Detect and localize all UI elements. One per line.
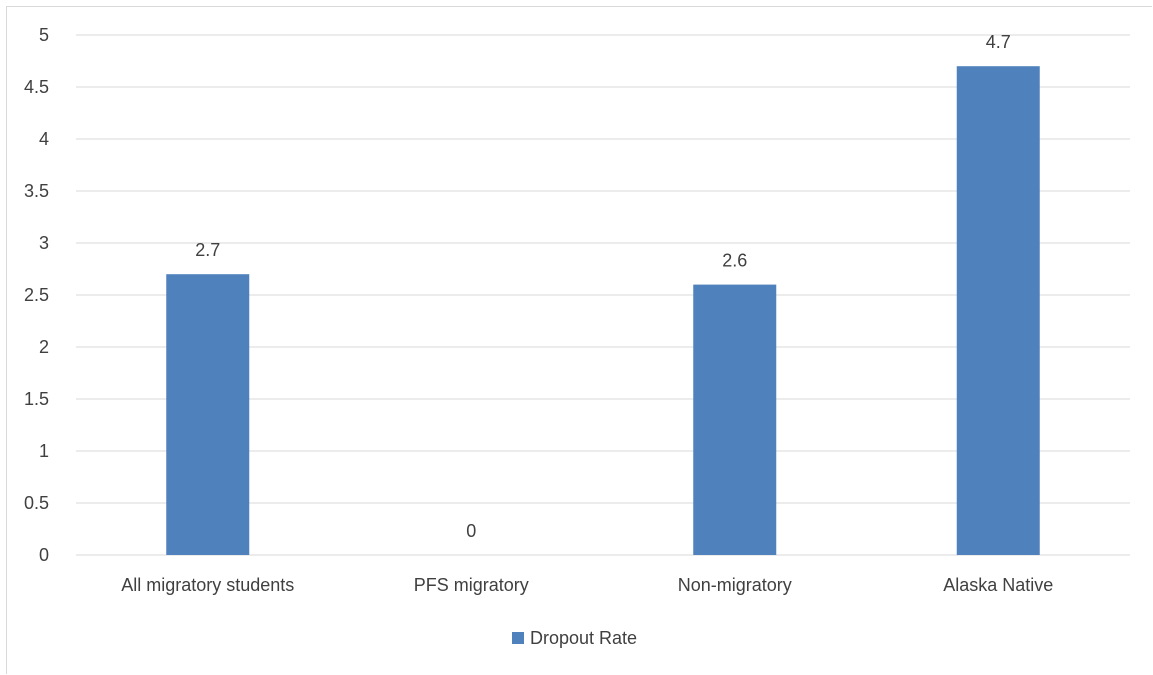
data-label: 4.7 <box>986 32 1011 52</box>
chart-frame <box>6 6 1152 674</box>
legend-label: Dropout Rate <box>530 628 637 648</box>
legend: Dropout Rate <box>512 628 637 648</box>
x-tick-label: Alaska Native <box>943 575 1053 595</box>
y-tick-label: 5 <box>39 25 49 45</box>
bar <box>956 66 1040 555</box>
y-tick-label: 2.5 <box>24 285 49 305</box>
data-label: 2.6 <box>722 251 747 271</box>
y-tick-label: 1 <box>39 441 49 461</box>
y-tick-label: 3 <box>39 233 49 253</box>
y-tick-label: 4 <box>39 129 49 149</box>
gridlines <box>76 34 1130 556</box>
y-axis-tick-labels: 0 0.5 1 1.5 2 2.5 3 3.5 4 4.5 5 <box>24 25 49 565</box>
y-tick-label: 0 <box>39 545 49 565</box>
bar <box>693 284 777 555</box>
y-tick-label: 2 <box>39 337 49 357</box>
y-tick-label: 0.5 <box>24 493 49 513</box>
legend-swatch <box>512 632 524 644</box>
x-tick-label: Non-migratory <box>678 575 792 595</box>
x-tick-label: All migratory students <box>121 575 294 595</box>
x-axis-tick-labels: All migratory students PFS migratory Non-m… <box>121 575 1053 595</box>
data-labels: 2.7 0 2.6 4.7 <box>195 32 1011 541</box>
x-tick-label: PFS migratory <box>414 575 529 595</box>
y-tick-label: 1.5 <box>24 389 49 409</box>
bar <box>166 274 250 555</box>
bars <box>166 66 1040 555</box>
y-tick-label: 3.5 <box>24 181 49 201</box>
y-tick-label: 4.5 <box>24 77 49 97</box>
data-label: 0 <box>466 521 476 541</box>
data-label: 2.7 <box>195 240 220 260</box>
